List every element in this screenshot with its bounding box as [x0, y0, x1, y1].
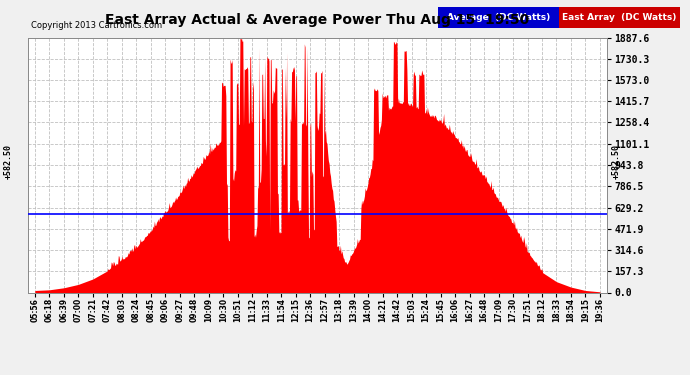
Text: Average  (DC Watts): Average (DC Watts) — [447, 13, 550, 22]
Text: +582.50: +582.50 — [3, 144, 13, 179]
Text: Copyright 2013 Cartronics.com: Copyright 2013 Cartronics.com — [31, 21, 162, 30]
Text: +582.50: +582.50 — [611, 144, 621, 179]
Text: East Array Actual & Average Power Thu Aug 15  19:50: East Array Actual & Average Power Thu Au… — [106, 13, 529, 27]
Text: East Array  (DC Watts): East Array (DC Watts) — [562, 13, 676, 22]
